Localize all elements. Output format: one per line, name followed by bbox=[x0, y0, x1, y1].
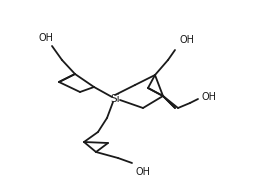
Text: OH: OH bbox=[202, 92, 217, 102]
Text: OH: OH bbox=[39, 33, 54, 43]
Text: OH: OH bbox=[136, 167, 151, 177]
Text: Si: Si bbox=[110, 94, 120, 104]
Text: OH: OH bbox=[179, 35, 194, 45]
